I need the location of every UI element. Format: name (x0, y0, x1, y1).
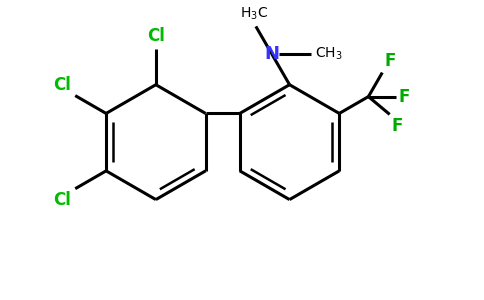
Text: F: F (384, 52, 395, 70)
Text: Cl: Cl (147, 27, 165, 45)
Text: F: F (392, 117, 403, 135)
Text: CH$_3$: CH$_3$ (315, 46, 343, 62)
Text: H$_3$C: H$_3$C (240, 6, 268, 22)
Text: Cl: Cl (53, 76, 71, 94)
Text: Cl: Cl (53, 191, 71, 209)
Text: F: F (398, 88, 409, 106)
Text: N: N (264, 45, 279, 63)
